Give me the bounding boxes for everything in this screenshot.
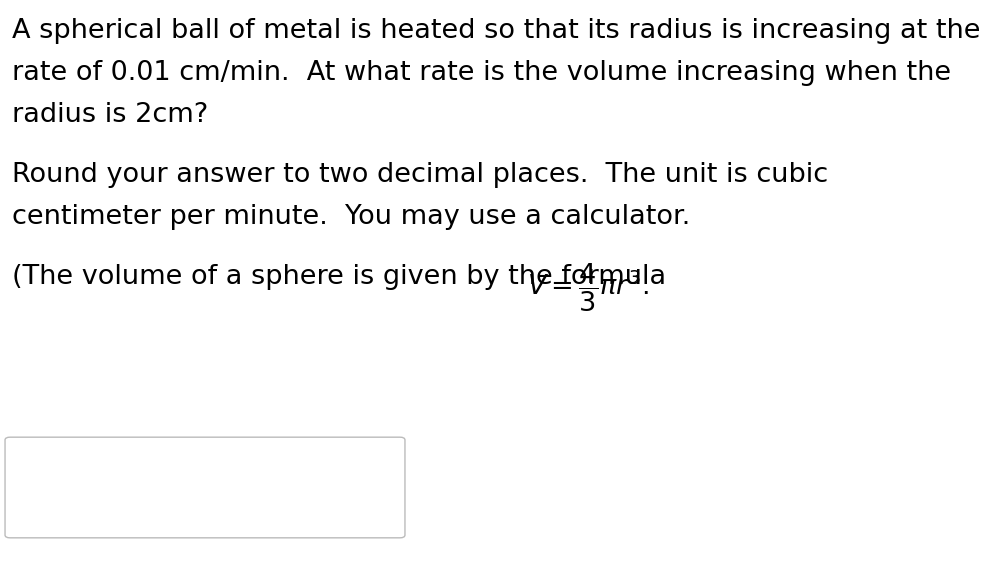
FancyBboxPatch shape [5,437,405,538]
Text: centimeter per minute.  You may use a calculator.: centimeter per minute. You may use a cal… [12,204,690,230]
Text: radius is 2cm?: radius is 2cm? [12,102,209,128]
Text: $V = \dfrac{4}{3}\pi r^3$.: $V = \dfrac{4}{3}\pi r^3$. [527,261,648,314]
Text: (The volume of a sphere is given by the formula: (The volume of a sphere is given by the … [12,264,674,290]
Text: rate of 0.01 cm/min.  At what rate is the volume increasing when the: rate of 0.01 cm/min. At what rate is the… [12,60,951,86]
Text: Round your answer to two decimal places.  The unit is cubic: Round your answer to two decimal places.… [12,162,828,188]
Text: A spherical ball of metal is heated so that its radius is increasing at the: A spherical ball of metal is heated so t… [12,18,980,44]
